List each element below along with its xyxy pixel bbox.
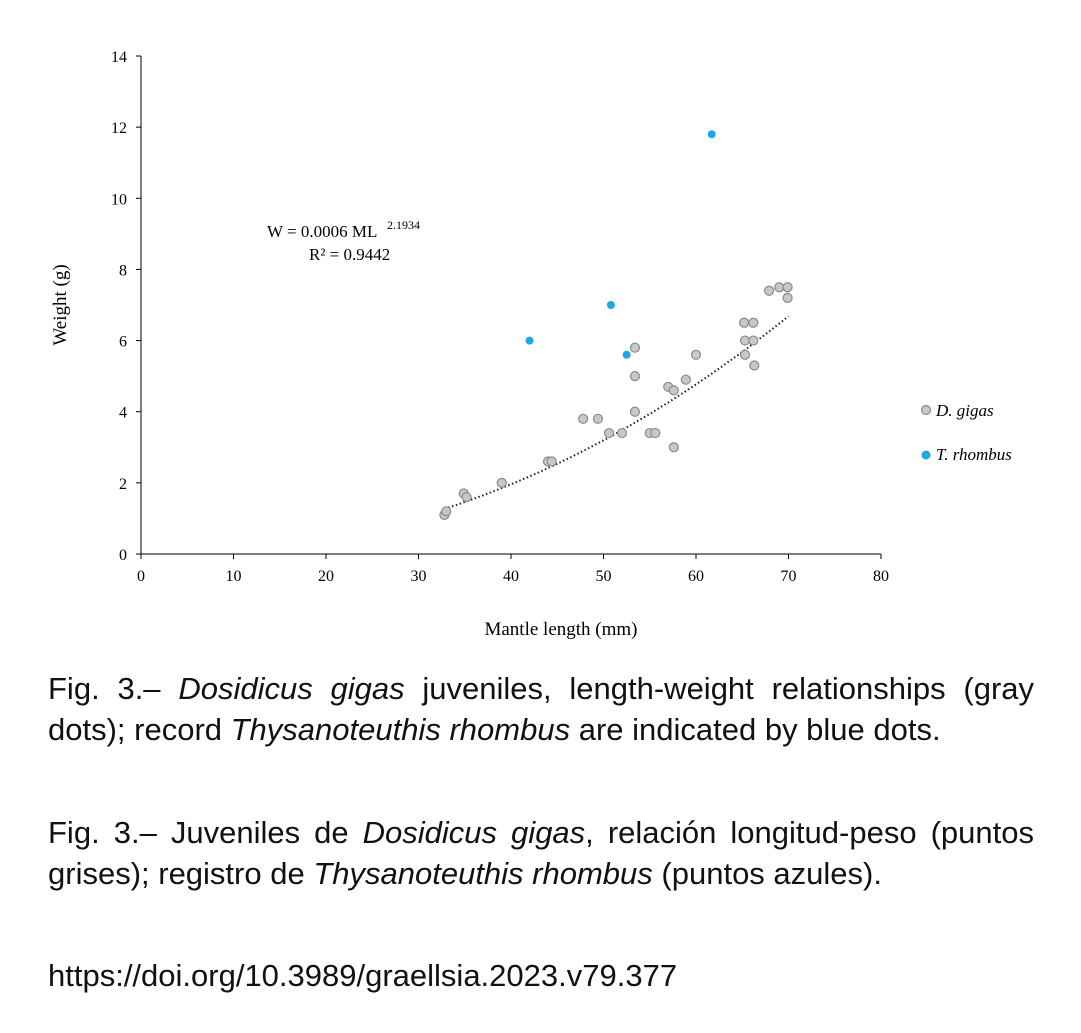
caption-en-suffix: are indicated by blue dots. <box>570 712 941 747</box>
x-axis-ticks: 0 10 20 30 40 50 60 70 80 <box>137 554 889 585</box>
data-point-d-gigas <box>668 442 679 453</box>
x-tick-label: 80 <box>873 568 889 585</box>
x-tick-label: 70 <box>781 568 797 585</box>
legend: D. gigas T. rhombus <box>920 401 1012 464</box>
caption-en-species-1: Dosidicus gigas <box>178 671 405 706</box>
data-point-d-gigas <box>603 427 615 439</box>
x-tick-label: 40 <box>503 568 519 585</box>
y-tick-label: 0 <box>119 547 127 564</box>
caption-en-prefix: Fig. 3.– <box>48 671 179 706</box>
caption-en-species-2: Thysanoteuthis rhombus <box>230 712 571 747</box>
data-points <box>439 130 793 520</box>
trendline <box>444 315 790 510</box>
data-point-d-gigas <box>592 413 604 424</box>
data-point-t-rhombus <box>707 130 716 139</box>
data-point-d-gigas <box>629 371 641 382</box>
data-point-d-gigas <box>782 282 793 293</box>
x-tick-label: 60 <box>688 568 704 585</box>
caption-es-species-1: Dosidicus gigas <box>362 815 586 850</box>
data-point-d-gigas <box>650 427 661 439</box>
data-point-d-gigas <box>739 349 751 360</box>
legend-label-t-rhombus: T. rhombus <box>936 445 1012 464</box>
y-tick-label: 12 <box>111 120 127 137</box>
data-point-d-gigas <box>748 335 759 346</box>
caption-es-middle: , relación longitud-peso (puntos grises)… <box>48 815 1034 891</box>
trendline-equation-exponent: 2.1934 <box>387 218 420 232</box>
data-point-d-gigas <box>441 506 452 517</box>
data-point-d-gigas <box>748 317 759 328</box>
caption-english: Fig. 3.– Dosidicus gigas juveniles, leng… <box>48 668 1034 750</box>
y-axis-ticks: 0 2 4 6 8 10 12 14 <box>111 49 141 564</box>
data-point-d-gigas <box>616 427 628 439</box>
y-axis-title: Weight (g) <box>50 264 71 345</box>
x-tick-label: 50 <box>596 568 612 585</box>
data-point-d-gigas <box>546 456 557 467</box>
x-tick-label: 10 <box>226 568 242 585</box>
caption-spanish: Fig. 3.– Juveniles de Dosidicus gigas, r… <box>48 812 1034 894</box>
caption-es-suffix: (puntos azules). <box>652 856 882 891</box>
data-point-d-gigas <box>739 335 751 346</box>
data-point-d-gigas <box>749 360 760 371</box>
x-axis-title: Mantle length (mm) <box>484 619 637 640</box>
data-point-t-rhombus <box>606 301 615 309</box>
x-tick-label: 0 <box>137 568 145 585</box>
y-tick-label: 2 <box>119 476 127 493</box>
y-tick-label: 10 <box>111 191 127 208</box>
trendline-equation: W = 0.0006 ML 2.1934 <box>267 218 420 241</box>
data-point-d-gigas <box>774 282 785 293</box>
caption-en-middle: juveniles, length-weight relationships (… <box>48 671 1035 747</box>
trendline-equation-base: W = 0.0006 ML <box>267 222 377 241</box>
x-tick-label: 20 <box>318 568 334 585</box>
data-point-d-gigas <box>629 342 641 353</box>
data-point-t-rhombus <box>525 336 534 345</box>
data-point-d-gigas <box>496 477 507 488</box>
data-point-t-rhombus <box>622 350 631 359</box>
data-point-d-gigas <box>782 292 793 303</box>
legend-marker-t-rhombus <box>921 450 931 460</box>
data-point-d-gigas <box>763 285 775 296</box>
data-point-d-gigas <box>668 385 679 396</box>
caption-es-prefix: Fig. 3.– Juveniles de <box>48 815 363 850</box>
legend-marker-d-gigas <box>920 404 932 416</box>
data-point-d-gigas <box>578 413 589 424</box>
doi-link[interactable]: https://doi.org/10.3989/graellsia.2023.v… <box>48 958 678 993</box>
caption-es-species-2: Thysanoteuthis rhombus <box>313 856 653 891</box>
chart-axes <box>140 56 881 555</box>
y-tick-label: 6 <box>119 334 127 351</box>
y-tick-label: 8 <box>119 262 127 279</box>
data-point-d-gigas <box>680 374 691 385</box>
legend-label-d-gigas: D. gigas <box>935 401 994 420</box>
data-point-d-gigas <box>738 317 750 328</box>
y-tick-label: 14 <box>111 49 127 66</box>
data-point-d-gigas <box>690 349 702 360</box>
data-point-d-gigas <box>629 406 641 417</box>
scatter-chart: 0 10 20 30 40 50 60 70 80 0 2 4 6 8 10 12 14 Mantle len… <box>50 49 1012 640</box>
trendline-r-squared: R² = 0.9442 <box>309 245 390 264</box>
y-tick-label: 4 <box>119 405 127 422</box>
x-tick-label: 30 <box>411 568 427 585</box>
data-point-d-gigas <box>461 491 472 503</box>
trendline-group <box>444 315 790 510</box>
